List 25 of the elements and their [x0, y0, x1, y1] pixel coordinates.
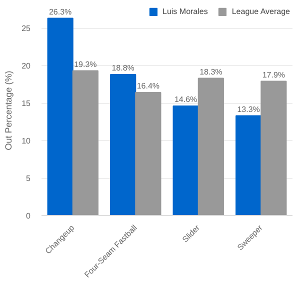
data-label: 19.3% — [74, 60, 97, 69]
y-tick-label: 5 — [26, 174, 32, 183]
data-label: 18.3% — [200, 67, 222, 76]
data-label: 26.3% — [48, 7, 72, 16]
data-label: 17.9% — [262, 70, 286, 80]
bar — [260, 80, 287, 216]
legend-label: League Average — [232, 7, 290, 16]
bar — [236, 115, 262, 216]
y-tick-label: 20 — [22, 62, 32, 70]
bar — [110, 74, 136, 216]
data-label: 14.6% — [174, 95, 198, 104]
y-tick-label: 10 — [22, 136, 32, 146]
data-label: 16.4% — [136, 82, 160, 90]
bar — [198, 78, 224, 216]
bar — [47, 18, 74, 216]
bar — [72, 70, 98, 216]
bar — [172, 106, 199, 216]
bar — [135, 92, 162, 216]
data-label: 18.8% — [112, 64, 134, 72]
data-label: 13.3% — [237, 104, 260, 114]
y-tick-label: 0 — [26, 212, 32, 220]
legend-label: Luis Morales — [162, 7, 208, 16]
y-tick-label: 25 — [22, 24, 32, 33]
y-tick-label: 15 — [22, 99, 32, 108]
y-axis-title: Out Percentage (%) — [4, 70, 14, 150]
